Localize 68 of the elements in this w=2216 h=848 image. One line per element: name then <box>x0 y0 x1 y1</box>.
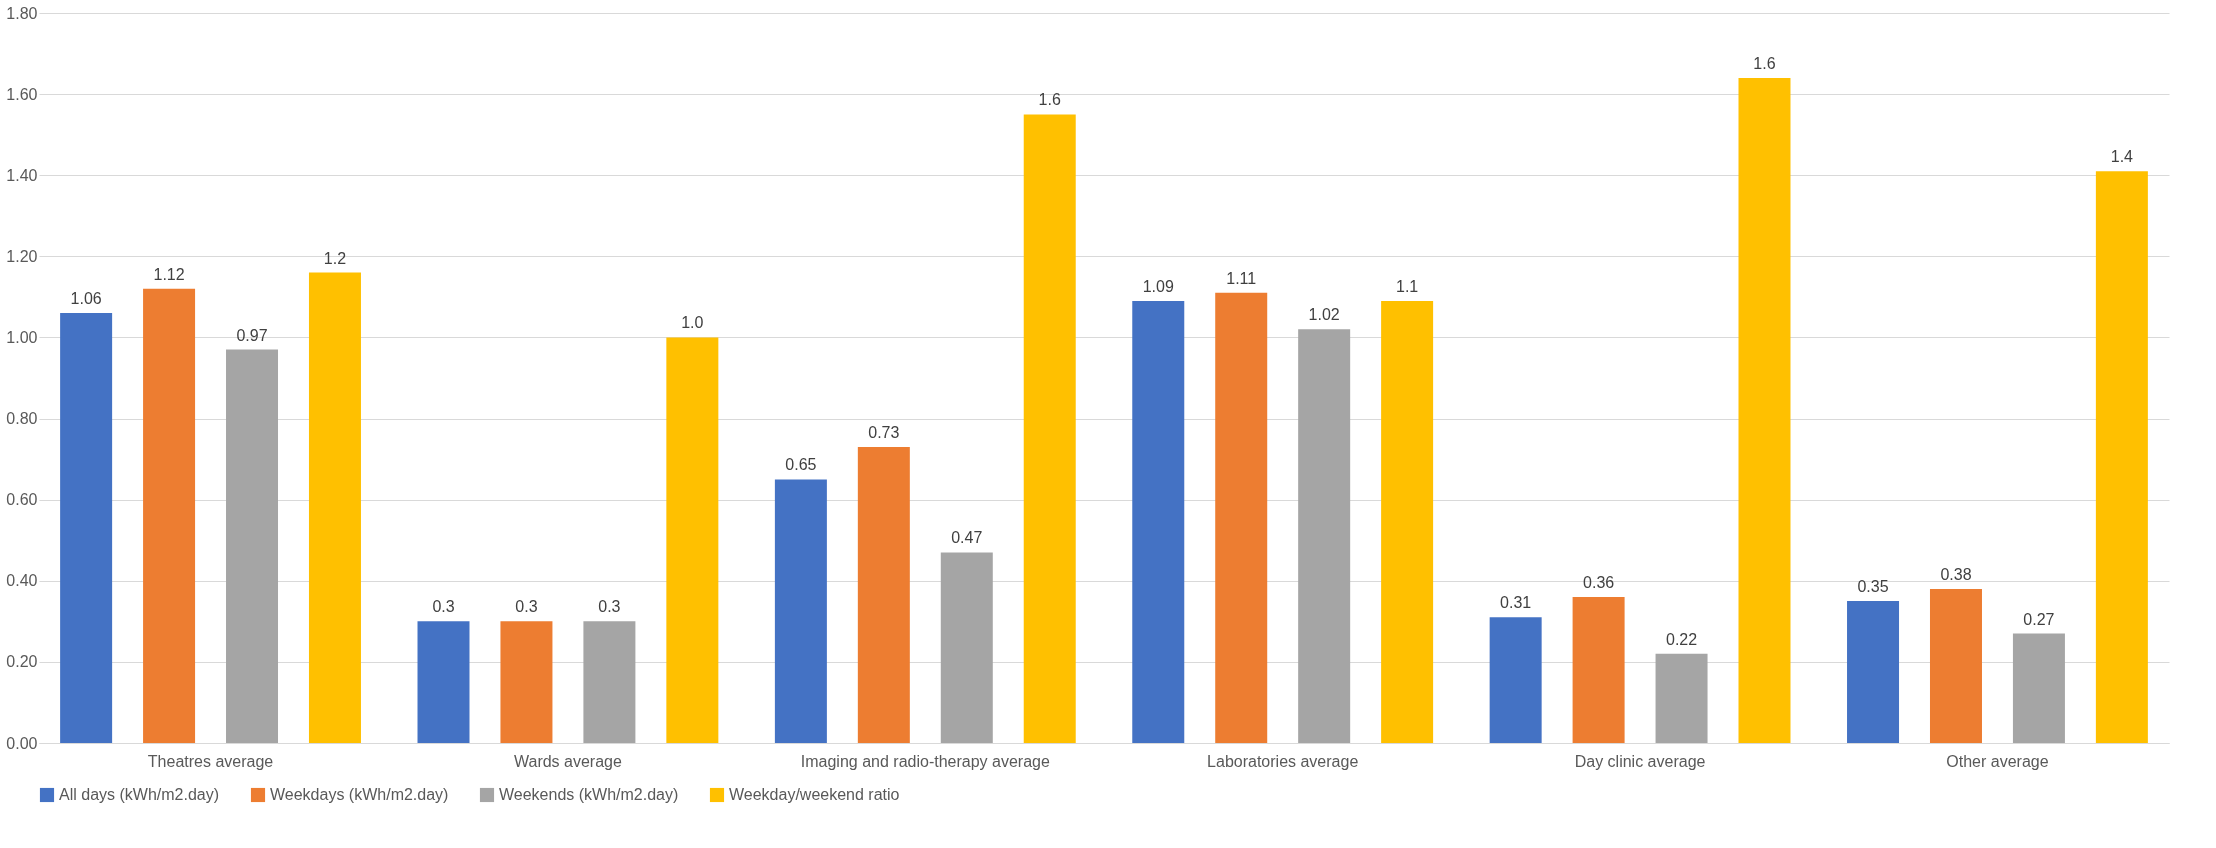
bar <box>1738 77 1791 743</box>
y-tick-label: 1.80 <box>6 4 38 22</box>
data-label: 0.31 <box>1500 594 1532 612</box>
bar <box>1023 114 1076 743</box>
y-tick-label: 0.80 <box>6 410 38 428</box>
y-tick-label: 1.40 <box>6 166 38 184</box>
y-tick-label: 0.00 <box>6 734 38 752</box>
bar <box>1572 597 1625 743</box>
y-tick-label: 1.00 <box>6 328 38 346</box>
data-label: 0.73 <box>868 423 900 441</box>
bar <box>2095 171 2148 743</box>
data-label: 0.22 <box>1665 630 1698 648</box>
data-label: 0.97 <box>236 326 268 344</box>
data-label: 0.36 <box>1583 574 1615 591</box>
bar <box>417 621 470 743</box>
x-tick-label: Theatres average <box>147 752 274 770</box>
legend-label: All days (kWh/m2.day) <box>59 786 220 803</box>
x-tick-label: Day clinic average <box>1574 752 1706 770</box>
data-label: 1.6 <box>1038 91 1061 109</box>
data-label: 1.4 <box>2110 148 2134 166</box>
bar <box>2012 633 2065 743</box>
data-label: 1.02 <box>1308 306 1340 324</box>
data-label: 1.6 <box>1753 54 1776 72</box>
data-label: 0.38 <box>1940 565 1972 583</box>
data-label: 0.3 <box>515 598 538 616</box>
data-label: 1.12 <box>153 265 185 283</box>
x-tick-label: Wards average <box>513 752 622 770</box>
bar <box>1929 588 1982 743</box>
data-label: 1.1 <box>1395 277 1419 295</box>
x-tick-label: Other average <box>1946 752 2049 770</box>
bar <box>1655 653 1708 743</box>
y-tick-label: 0.60 <box>6 491 38 509</box>
bar <box>1489 617 1542 743</box>
bar <box>857 446 910 743</box>
legend-label: Weekdays (kWh/m2.day) <box>270 786 449 803</box>
bar <box>308 272 361 743</box>
data-label: 1.2 <box>323 249 347 267</box>
data-label: 0.65 <box>785 456 817 474</box>
x-tick-label: Imaging and radio-therapy average <box>800 752 1050 770</box>
bar <box>143 288 196 743</box>
bar <box>1847 601 1900 743</box>
data-label: 0.47 <box>951 529 983 547</box>
bar <box>1215 292 1268 743</box>
legend-label: Weekends (kWh/m2.day) <box>499 786 679 803</box>
bar <box>500 621 553 743</box>
y-tick-label: 1.20 <box>6 247 38 265</box>
data-label: 1.0 <box>681 314 704 332</box>
bar <box>60 313 113 743</box>
bar <box>1298 329 1351 743</box>
data-label: 1.11 <box>1226 269 1257 287</box>
x-tick-label: Laboratories average <box>1207 752 1359 770</box>
data-label: 1.06 <box>70 290 102 308</box>
bar <box>226 349 279 743</box>
bar <box>940 552 993 743</box>
bar <box>583 621 636 743</box>
bar <box>1381 300 1434 743</box>
bar <box>666 337 719 743</box>
data-label: 0.3 <box>598 598 621 616</box>
y-tick-label: 0.20 <box>6 653 38 671</box>
y-tick-label: 1.60 <box>6 85 38 103</box>
legend-label: Weekday/weekend ratio <box>729 786 900 803</box>
data-label: 0.27 <box>2023 610 2055 628</box>
bar <box>1132 300 1185 743</box>
data-label: 1.09 <box>1142 277 1174 295</box>
data-label: 0.3 <box>432 598 455 616</box>
y-tick-label: 0.40 <box>6 572 38 590</box>
data-label: 0.35 <box>1857 578 1889 596</box>
bar <box>774 479 827 743</box>
